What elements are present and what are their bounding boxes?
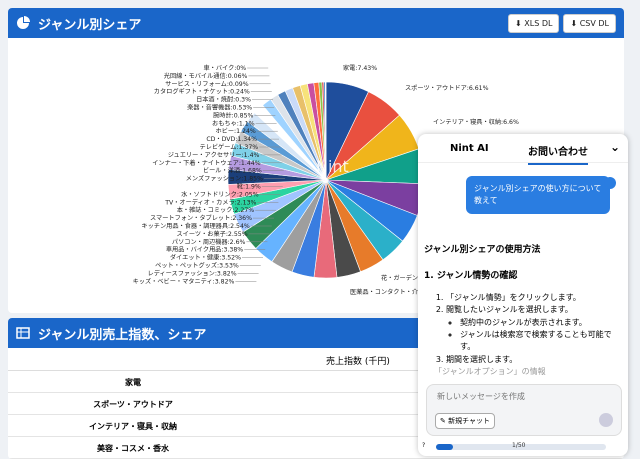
panel-title: ジャンル別シェア [38, 17, 142, 33]
data-label: 光回線・モバイル通信:0.06% [164, 72, 248, 80]
panel-title: ジャンル別売上指数、シェア [38, 327, 207, 343]
table-icon [16, 327, 30, 339]
tab-contact[interactable]: お問い合わせ [528, 143, 588, 165]
data-label: ビール・洋酒:1.68% [203, 167, 262, 175]
data-label: TV・オーディオ・カメラ:2.13% [164, 198, 256, 206]
progress-fill [436, 444, 453, 450]
data-label: スポーツ・アウトドア:6.61% [405, 84, 489, 92]
table-row: スポーツ・アウトドア [8, 393, 624, 415]
data-label: インナー・下着・ナイトウェア:1.44% [152, 159, 260, 167]
list-item: 契約中のジャンルが表示されます。 [460, 317, 620, 329]
step-title: 1. ジャンル情勢の確認 [424, 270, 518, 281]
answer-title: ジャンル別シェアの使用方法 [424, 245, 541, 255]
data-label: スマートフォン・タブレット:2.36% [150, 214, 252, 222]
pie-chart: Nint 車・バイク:0%光回線・モバイル通信:0.06%サービス・リフォーム:0… [133, 64, 519, 296]
data-label: ペット・ペットグッズ:3.53% [155, 262, 239, 270]
xls-label: XLS DL [524, 18, 553, 28]
data-label: 車用品・バイク用品:3.38% [166, 246, 243, 254]
data-label: サービス・リフォーム:0.09% [165, 80, 249, 88]
data-label: 家電:7.43% [343, 64, 377, 72]
data-label: 花・ガーデン [381, 274, 418, 282]
col-header-sales-index: 売上指数 (千円) [326, 357, 390, 367]
list-item: 期間を選択します。 [446, 354, 620, 366]
row-genre: 美容・コスメ・香水 [97, 444, 169, 453]
data-label: パソコン・周辺機器:2.6% [172, 238, 246, 246]
usage-progress: ? 1/50 [422, 442, 622, 452]
data-label: 腕時計:0.85% [213, 111, 253, 119]
data-label: ホビー:1.24% [215, 127, 255, 135]
data-label: 水・ソフトドリンク:2.05% [181, 190, 259, 198]
chat-header: Nint AI お問い合わせ ⌄ [418, 134, 628, 165]
data-label: 日本酒・焼酎:0.3% [196, 96, 251, 104]
chevron-down-icon[interactable]: ⌄ [609, 140, 620, 154]
watermark: Nint [316, 157, 349, 176]
pie-chart-icon [17, 16, 30, 29]
list-item: 閲覧したいジャンルを選択します。 契約中のジャンルが表示されます。 ジャンルは検… [446, 304, 620, 354]
csv-label: CSV DL [579, 18, 609, 28]
data-label: ジュエリー・アクセサリー:1.4% [168, 152, 260, 159]
ai-response: ジャンル別シェアの使用方法 1. ジャンル情勢の確認 「ジャンル情勢」をクリック… [424, 244, 620, 379]
user-message: ジャンル別シェアの使い方について教えて [466, 176, 610, 214]
xls-download-button[interactable]: ⬇ XLS DL [508, 13, 560, 33]
data-label: ダイエット・健康:3.52% [170, 254, 241, 262]
table-header: 売上指数 (千円) [8, 348, 624, 371]
help-icon[interactable]: ? [422, 442, 426, 449]
data-label: 医薬品・コンタクト・介 [350, 288, 419, 296]
data-label: キッチン用品・食器・調理器具:2.54% [141, 222, 249, 230]
row-genre: スポーツ・アウトドア [93, 400, 173, 409]
data-label: テレビゲーム:1.37% [200, 143, 259, 151]
data-label: メンズファッション:1.85% [186, 175, 263, 183]
table-row: 家電 [8, 371, 624, 393]
message-input[interactable] [435, 391, 609, 402]
list-item: 「ジャンル情勢」をクリックします。 [446, 292, 620, 304]
data-label: 楽器・音響機器:0.53% [187, 104, 252, 112]
new-chat-label: 新規チャット [448, 417, 491, 425]
chat-widget: Nint AI お問い合わせ ⌄ ジャンル別シェアの使い方について教えて ジャン… [418, 134, 628, 456]
data-label: スイーツ・お菓子:2.55% [176, 230, 247, 238]
step-text: 閲覧したいジャンルを選択します。 [446, 305, 573, 315]
progress-label: 1/50 [512, 442, 526, 449]
data-label: インテリア・寝具・収納:6.6% [433, 118, 519, 126]
data-label: 車・バイク:0% [203, 64, 246, 72]
message-input-box: ✎ 新規チャット [426, 384, 622, 436]
table-row: インテリア・寝具・収納 [8, 415, 624, 437]
row-genre: 家電 [125, 378, 141, 387]
data-label: キッズ・ベビー・マタニティ:3.82% [133, 277, 235, 285]
avatar [604, 177, 616, 189]
csv-download-button[interactable]: ⬇ CSV DL [563, 13, 616, 33]
send-icon[interactable] [599, 413, 613, 427]
genre-share-header: ジャンル別シェア ⬇ XLS DL ⬇ CSV DL [8, 8, 624, 38]
data-label: カタログギフト・チケット:0.24% [154, 88, 250, 96]
row-genre: インテリア・寝具・収納 [89, 422, 177, 431]
data-label: 本・雑誌・コミック:2.27% [177, 206, 255, 214]
cut-line: 「ジャンルオプション」の情報 [434, 367, 546, 377]
list-item: ジャンルは検索窓で検索することも可能です。 [460, 329, 620, 354]
tab-nint-ai[interactable]: Nint AI [450, 143, 489, 154]
data-label: おもちゃ:1.1% [212, 120, 255, 127]
data-label: レディースファッション:3.82% [148, 269, 237, 277]
data-label: CD・DVD:1.34% [206, 136, 257, 143]
data-label: 靴:1.9% [237, 183, 261, 191]
new-chat-button[interactable]: ✎ 新規チャット [435, 413, 496, 429]
